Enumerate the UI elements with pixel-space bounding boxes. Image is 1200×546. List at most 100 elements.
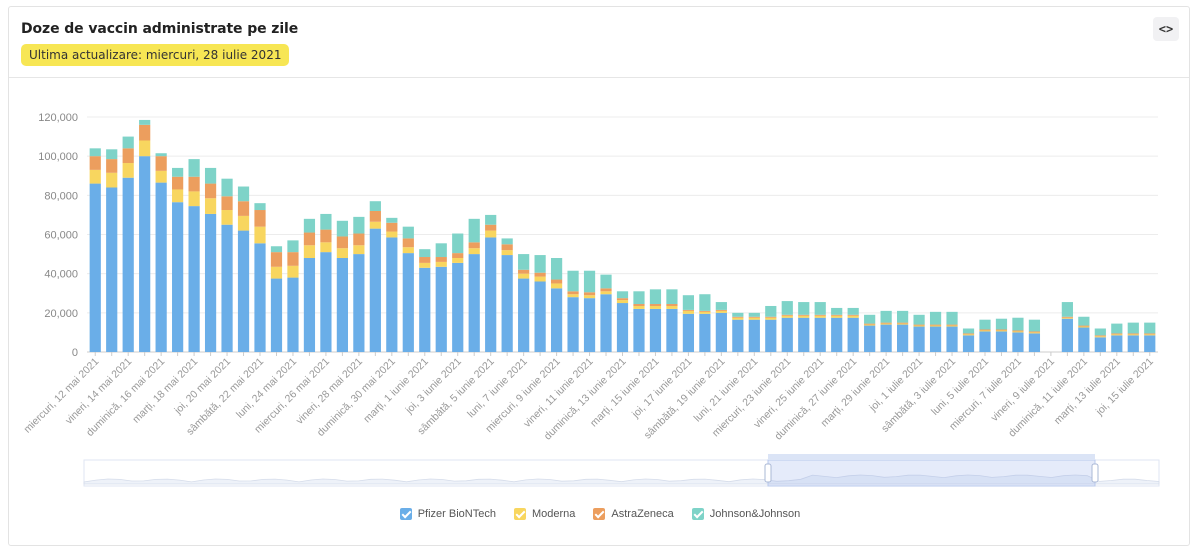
- bar-segment-astrazeneca[interactable]: [929, 324, 942, 326]
- bar-segment-astrazeneca[interactable]: [1012, 330, 1024, 332]
- bar-segment-moderna[interactable]: [518, 273, 530, 279]
- bar-segment-moderna[interactable]: [864, 324, 876, 326]
- bar-segment-astrazeneca[interactable]: [402, 238, 414, 248]
- bar-segment-pfizer[interactable]: [320, 252, 332, 352]
- bar-segment-jj[interactable]: [452, 233, 464, 254]
- bar-segment-moderna[interactable]: [1028, 332, 1041, 334]
- bar-segment-jj[interactable]: [386, 217, 398, 223]
- bar-segment-astrazeneca[interactable]: [386, 222, 398, 232]
- bar-segment-astrazeneca[interactable]: [336, 236, 348, 249]
- legend-item-astrazeneca[interactable]: AstraZeneca: [593, 508, 674, 520]
- bar-segment-astrazeneca[interactable]: [897, 322, 909, 324]
- bar-segment-moderna[interactable]: [781, 315, 793, 318]
- bar-segment-pfizer[interactable]: [1127, 335, 1139, 352]
- bar-segment-astrazeneca[interactable]: [1094, 335, 1106, 337]
- bar-segment-pfizer[interactable]: [682, 313, 695, 352]
- bar-segment-jj[interactable]: [732, 312, 744, 317]
- bar-segment-pfizer[interactable]: [89, 183, 101, 352]
- bar-segment-moderna[interactable]: [567, 294, 579, 298]
- legend-checkbox-icon[interactable]: [399, 508, 412, 520]
- bar-segment-moderna[interactable]: [237, 215, 250, 231]
- bar-segment-astrazeneca[interactable]: [666, 304, 678, 306]
- bar-segment-jj[interactable]: [946, 311, 958, 325]
- bar-segment-astrazeneca[interactable]: [204, 183, 217, 199]
- bar-segment-astrazeneca[interactable]: [287, 252, 299, 266]
- bar-segment-jj[interactable]: [534, 255, 546, 273]
- bar-segment-jj[interactable]: [798, 302, 810, 315]
- bar-segment-astrazeneca[interactable]: [995, 329, 1008, 331]
- bar-segment-moderna[interactable]: [583, 295, 596, 299]
- legend-checkbox-icon[interactable]: [691, 508, 704, 520]
- bar-segment-jj[interactable]: [567, 270, 579, 292]
- bar-segment-pfizer[interactable]: [979, 331, 991, 352]
- bar-segment-moderna[interactable]: [270, 266, 283, 279]
- bar-segment-moderna[interactable]: [336, 248, 348, 258]
- bar-segment-moderna[interactable]: [485, 230, 497, 238]
- bar-segment-astrazeneca[interactable]: [188, 176, 200, 192]
- bar-segment-astrazeneca[interactable]: [534, 272, 546, 277]
- bar-segment-jj[interactable]: [1078, 316, 1090, 326]
- bar-segment-astrazeneca[interactable]: [353, 233, 365, 246]
- bar-segment-astrazeneca[interactable]: [962, 333, 975, 335]
- bar-segment-pfizer[interactable]: [814, 317, 826, 352]
- bar-segment-moderna[interactable]: [254, 226, 266, 244]
- bar-segment-pfizer[interactable]: [1094, 337, 1106, 352]
- bar-segment-astrazeneca[interactable]: [567, 291, 579, 295]
- bar-segment-pfizer[interactable]: [122, 177, 134, 352]
- bar-segment-jj[interactable]: [122, 136, 134, 149]
- bar-segment-moderna[interactable]: [188, 191, 200, 207]
- bar-segment-astrazeneca[interactable]: [139, 124, 151, 141]
- bar-segment-astrazeneca[interactable]: [913, 324, 925, 326]
- bar-segment-pfizer[interactable]: [534, 281, 546, 353]
- zoom-handle-right[interactable]: [1091, 463, 1099, 483]
- bar-segment-moderna[interactable]: [1078, 326, 1090, 328]
- bar-segment-astrazeneca[interactable]: [732, 316, 744, 318]
- bar-segment-pfizer[interactable]: [567, 297, 579, 352]
- bar-segment-pfizer[interactable]: [550, 288, 563, 352]
- bar-segment-jj[interactable]: [781, 301, 793, 315]
- bar-segment-jj[interactable]: [468, 218, 480, 243]
- bar-segment-pfizer[interactable]: [929, 326, 942, 352]
- bar-segment-moderna[interactable]: [946, 325, 958, 327]
- bar-segment-astrazeneca[interactable]: [172, 176, 184, 190]
- bar-segment-jj[interactable]: [188, 159, 200, 177]
- bar-segment-moderna[interactable]: [534, 276, 546, 282]
- bar-segment-pfizer[interactable]: [336, 258, 348, 352]
- bar-segment-jj[interactable]: [1127, 322, 1139, 334]
- bar-segment-pfizer[interactable]: [155, 182, 167, 352]
- bar-segment-moderna[interactable]: [962, 334, 975, 336]
- bar-segment-astrazeneca[interactable]: [419, 257, 431, 263]
- bar-segment-pfizer[interactable]: [897, 324, 909, 352]
- bar-segment-jj[interactable]: [913, 314, 925, 325]
- bar-segment-moderna[interactable]: [139, 140, 151, 157]
- bar-segment-moderna[interactable]: [353, 245, 365, 255]
- bar-segment-astrazeneca[interactable]: [122, 148, 134, 164]
- bar-segment-moderna[interactable]: [880, 323, 892, 325]
- bar-segment-moderna[interactable]: [732, 317, 744, 320]
- bar-segment-jj[interactable]: [616, 291, 629, 299]
- bar-segment-moderna[interactable]: [715, 310, 727, 313]
- bar-segment-jj[interactable]: [204, 167, 217, 184]
- bar-segment-pfizer[interactable]: [715, 312, 727, 352]
- legend-item-pfizer[interactable]: Pfizer BioNTech: [399, 508, 496, 520]
- bar-segment-moderna[interactable]: [616, 300, 629, 304]
- bar-segment-moderna[interactable]: [287, 265, 299, 278]
- bar-segment-astrazeneca[interactable]: [1028, 331, 1041, 333]
- bar-segment-pfizer[interactable]: [1144, 335, 1156, 352]
- bar-segment-astrazeneca[interactable]: [369, 211, 381, 222]
- bar-segment-moderna[interactable]: [1012, 331, 1024, 333]
- bar-segment-astrazeneca[interactable]: [781, 314, 793, 316]
- bar-segment-pfizer[interactable]: [831, 317, 843, 352]
- bar-segment-pfizer[interactable]: [270, 278, 283, 352]
- bar-segment-moderna[interactable]: [929, 325, 942, 327]
- bar-segment-jj[interactable]: [402, 226, 414, 239]
- bar-segment-pfizer[interactable]: [880, 324, 892, 352]
- bar-segment-moderna[interactable]: [501, 250, 513, 256]
- bar-segment-moderna[interactable]: [666, 305, 678, 309]
- zoom-slider-window[interactable]: [767, 459, 1096, 487]
- bar-segment-moderna[interactable]: [798, 315, 810, 318]
- bar-segment-pfizer[interactable]: [798, 317, 810, 352]
- bar-segment-jj[interactable]: [666, 289, 678, 305]
- bar-segment-pfizer[interactable]: [501, 255, 513, 352]
- bar-segment-astrazeneca[interactable]: [633, 304, 645, 306]
